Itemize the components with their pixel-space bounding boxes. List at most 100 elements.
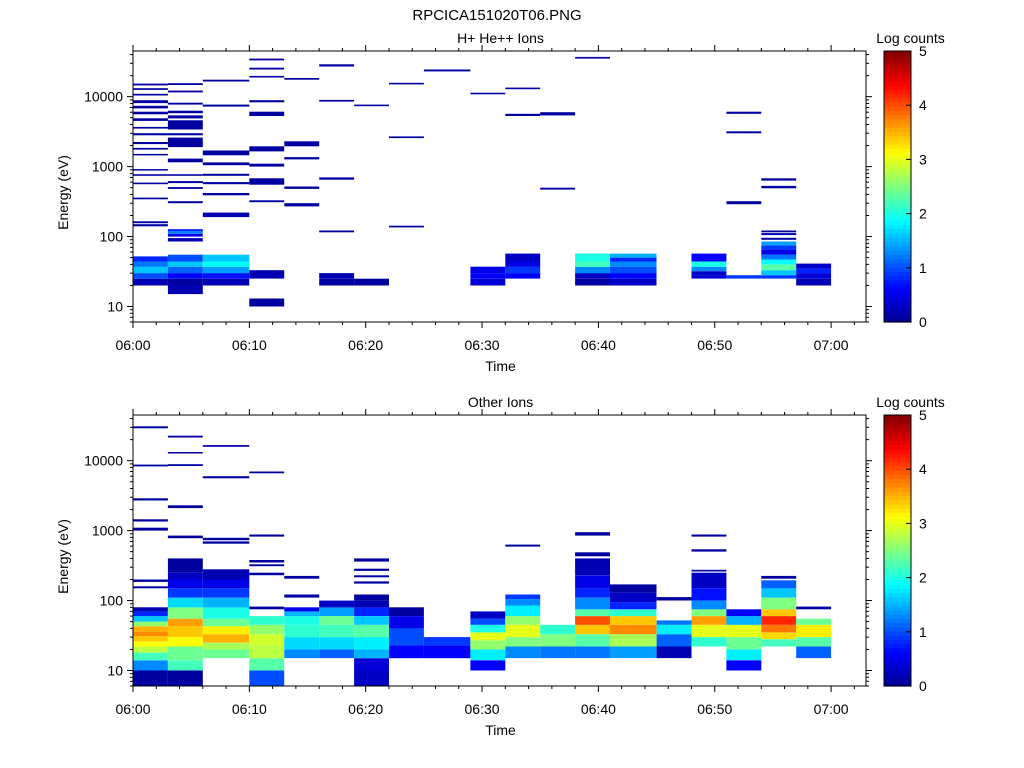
heatmap-cell xyxy=(167,115,203,119)
heatmap-cell xyxy=(167,626,203,638)
colorbar-swatch xyxy=(884,203,911,209)
heatmap-cell xyxy=(249,178,285,185)
heatmap-cell xyxy=(575,266,610,274)
heatmap-cell xyxy=(610,261,657,267)
heatmap-cell xyxy=(319,273,355,279)
heatmap-cell xyxy=(761,275,797,279)
heatmap-cell xyxy=(505,253,541,262)
heatmap-cell xyxy=(202,634,250,643)
colorbar-tick-label: 4 xyxy=(919,461,927,477)
colorbar-swatch xyxy=(884,614,911,619)
heatmap-cell xyxy=(691,261,727,267)
heatmap-cell xyxy=(133,93,168,96)
y-tick-label: 10000 xyxy=(84,453,123,469)
colorbar-swatch xyxy=(884,309,911,315)
heatmap-cell xyxy=(354,616,389,625)
heatmap-cell xyxy=(167,229,203,232)
heatmap-cell xyxy=(133,611,168,617)
x-tick-label: 07:00 xyxy=(814,701,849,717)
heatmap-cell xyxy=(202,173,250,176)
heatmap-cell xyxy=(610,609,657,617)
colorbar-swatch xyxy=(884,266,911,272)
y-tick-label: 10000 xyxy=(84,89,123,105)
heatmap-cell xyxy=(284,186,320,189)
heatmap-cell xyxy=(133,626,168,632)
colorbar-tick-label: 5 xyxy=(919,43,927,59)
colorbar-swatch xyxy=(884,571,911,577)
y-tick-label: 1000 xyxy=(92,523,123,539)
heatmap-cell xyxy=(133,83,168,86)
heatmap-cell xyxy=(691,637,727,647)
heatmap-cell xyxy=(610,278,657,286)
heatmap-cell xyxy=(133,256,168,262)
panel-title: Other Ions xyxy=(468,394,533,410)
heatmap-cell xyxy=(540,112,576,116)
colorbar-swatch xyxy=(884,673,911,679)
heatmap-cell xyxy=(202,618,250,627)
colorbar-swatch xyxy=(884,224,911,230)
colorbar-swatch xyxy=(884,241,911,247)
colorbar-swatch xyxy=(884,84,911,90)
colorbar-swatch xyxy=(884,643,911,649)
heatmap-cell xyxy=(354,649,389,659)
heatmap-cell xyxy=(796,624,832,638)
heatmap-cell xyxy=(249,270,285,279)
heatmap-cell xyxy=(167,201,203,204)
heatmap-cell xyxy=(249,572,285,576)
heatmap-cell xyxy=(133,147,168,150)
heatmap-cell xyxy=(575,646,610,659)
heatmap-cell xyxy=(249,564,285,567)
heatmap-cell xyxy=(167,187,203,189)
heatmap-cell xyxy=(167,231,203,234)
colorbar-swatch xyxy=(884,495,911,501)
colorbar-swatch xyxy=(884,220,911,226)
colorbar-swatch xyxy=(884,601,911,607)
colorbar-swatch xyxy=(884,415,911,420)
heatmap-cell xyxy=(423,645,471,659)
colorbar-swatch xyxy=(884,63,911,69)
heatmap-cell xyxy=(167,588,203,598)
colorbar-swatch xyxy=(884,148,911,154)
heatmap-cell xyxy=(575,634,610,647)
colorbar-swatch xyxy=(884,118,911,124)
heatmap-cell xyxy=(726,131,762,134)
colorbar-swatch xyxy=(884,131,911,137)
heatmap-cell xyxy=(470,660,506,671)
heatmap-cell xyxy=(249,58,285,61)
colorbar-swatch xyxy=(884,76,911,82)
heatmap-cell xyxy=(423,69,471,72)
heatmap-cell xyxy=(133,616,168,622)
colorbar-tick-label: 0 xyxy=(919,314,927,330)
heatmap-cell xyxy=(575,273,610,279)
panel-title: H+ He++ Ions xyxy=(457,30,544,46)
colorbar-swatch xyxy=(884,317,911,323)
heatmap-cell xyxy=(133,266,168,274)
heatmap-cell xyxy=(167,660,203,671)
colorbar-swatch xyxy=(884,419,911,425)
heatmap-cell xyxy=(610,266,657,274)
colorbar-swatch xyxy=(884,207,911,213)
colorbar-swatch xyxy=(884,110,911,116)
heatmap-cell xyxy=(796,273,832,279)
heatmap-cell xyxy=(202,162,250,166)
heatmap-cell xyxy=(202,150,250,156)
heatmap-cell xyxy=(167,120,203,130)
colorbar-swatch xyxy=(884,97,911,103)
x-axis-label: Time xyxy=(485,722,516,738)
heatmap-cell xyxy=(761,632,797,640)
heatmap-cell xyxy=(133,670,168,686)
heatmap-cell xyxy=(726,275,762,279)
heatmap-cell xyxy=(656,634,692,647)
colorbar-swatch xyxy=(884,499,911,505)
colorbar-swatch xyxy=(884,283,911,289)
heatmap-cell xyxy=(319,607,355,616)
heatmap-cell xyxy=(691,253,727,262)
heatmap-cell xyxy=(319,616,355,625)
panel-h-he-ions: 06:00 06:10 06:20 06:30 06:40 06:50 07:0010100… xyxy=(55,30,945,374)
colorbar-tick-label: 2 xyxy=(919,206,927,222)
heatmap-cell xyxy=(389,645,424,659)
colorbar-swatch xyxy=(884,618,911,624)
heatmap-cell xyxy=(656,646,692,659)
colorbar-swatch xyxy=(884,647,911,653)
